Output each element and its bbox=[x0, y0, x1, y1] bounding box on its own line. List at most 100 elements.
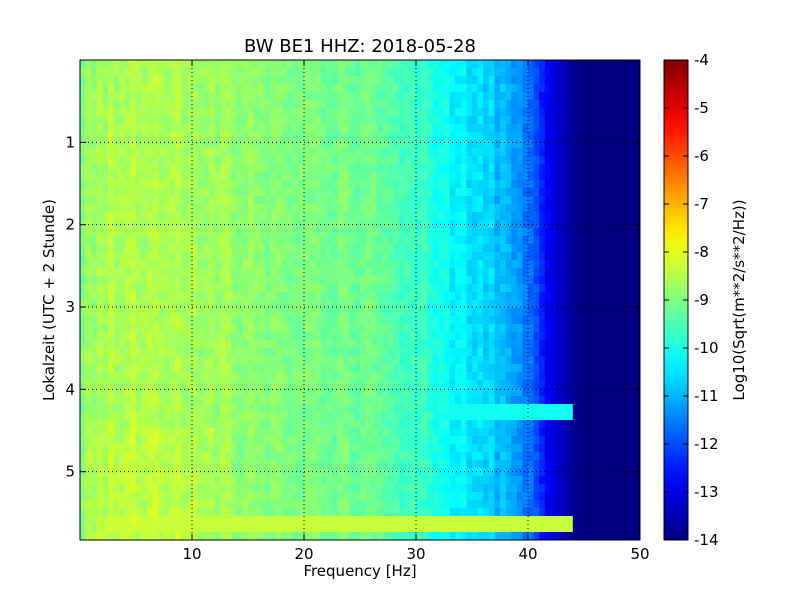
heatmap-cell bbox=[231, 396, 238, 405]
heatmap-cell bbox=[438, 324, 445, 333]
heatmap-cell bbox=[416, 100, 422, 109]
heatmap-cell bbox=[348, 172, 355, 181]
heatmap-cell bbox=[516, 124, 523, 133]
heatmap-cell bbox=[360, 340, 366, 349]
heatmap-cell bbox=[147, 220, 154, 229]
heatmap-cell bbox=[220, 308, 226, 317]
heatmap-cell bbox=[231, 364, 238, 373]
heatmap-cell bbox=[371, 132, 378, 141]
heatmap-cell bbox=[276, 196, 282, 205]
heatmap-cell bbox=[276, 132, 282, 141]
heatmap-cell bbox=[612, 260, 618, 269]
heatmap-cell bbox=[85, 388, 92, 397]
heatmap-cell bbox=[309, 180, 316, 189]
heatmap-cell bbox=[164, 260, 170, 269]
heatmap-cell bbox=[320, 364, 327, 373]
heatmap-cell bbox=[376, 212, 383, 221]
heatmap-cell bbox=[544, 228, 551, 237]
heatmap-cell bbox=[488, 356, 495, 365]
heatmap-cell bbox=[600, 212, 607, 221]
heatmap-cell bbox=[108, 300, 114, 309]
heatmap-cell bbox=[337, 444, 344, 453]
heatmap-cell bbox=[298, 292, 305, 301]
heatmap-cell bbox=[220, 388, 226, 397]
heatmap-cell bbox=[141, 60, 148, 69]
heatmap-cell bbox=[511, 404, 518, 413]
heatmap-cell bbox=[253, 164, 260, 173]
heatmap-cell bbox=[152, 268, 159, 277]
heatmap-cell bbox=[606, 188, 613, 197]
heatmap-cell bbox=[472, 332, 478, 341]
heatmap-cell bbox=[214, 420, 221, 429]
heatmap-cell bbox=[399, 100, 406, 109]
heatmap-cell bbox=[494, 396, 501, 405]
heatmap-cell bbox=[253, 444, 260, 453]
heatmap-cell bbox=[477, 140, 484, 149]
heatmap-cell bbox=[152, 76, 159, 85]
heatmap-cell bbox=[438, 308, 445, 317]
heatmap-cell bbox=[354, 276, 361, 285]
heatmap-cell bbox=[113, 196, 120, 205]
heatmap-cell bbox=[511, 196, 518, 205]
heatmap-cell bbox=[281, 332, 288, 341]
heatmap-cell bbox=[348, 100, 355, 109]
heatmap-cell bbox=[343, 204, 350, 213]
heatmap-cell bbox=[500, 452, 506, 461]
heatmap-cell bbox=[427, 276, 434, 285]
heatmap-cell bbox=[354, 388, 361, 397]
heatmap-cell bbox=[231, 84, 238, 93]
heatmap-cell bbox=[186, 356, 193, 365]
heatmap-cell bbox=[281, 452, 288, 461]
heatmap-cell bbox=[617, 452, 624, 461]
heatmap-cell bbox=[561, 116, 568, 125]
heatmap-cell bbox=[343, 188, 350, 197]
heatmap-cell bbox=[550, 316, 557, 325]
heatmap-cell bbox=[287, 396, 294, 405]
heatmap-cell bbox=[309, 164, 316, 173]
heatmap-cell bbox=[528, 260, 534, 269]
heatmap-cell bbox=[298, 420, 305, 429]
heatmap-cell bbox=[556, 252, 562, 261]
heatmap-cell bbox=[130, 132, 137, 141]
heatmap-cell bbox=[276, 324, 282, 333]
heatmap-cell bbox=[544, 132, 551, 141]
heatmap-cell bbox=[348, 428, 355, 437]
heatmap-cell bbox=[432, 420, 439, 429]
heatmap-cell bbox=[584, 212, 590, 221]
heatmap-cell bbox=[337, 348, 344, 357]
heatmap-cell bbox=[634, 348, 640, 357]
heatmap-cell bbox=[505, 132, 512, 141]
heatmap-cell bbox=[197, 388, 204, 397]
heatmap-cell bbox=[382, 388, 389, 397]
heatmap-cell bbox=[388, 140, 394, 149]
heatmap-cell bbox=[449, 260, 456, 269]
heatmap-cell bbox=[511, 212, 518, 221]
heatmap-cell bbox=[124, 60, 131, 69]
heatmap-cell bbox=[584, 140, 590, 149]
heatmap-cell bbox=[572, 404, 579, 413]
heatmap-cell bbox=[315, 284, 322, 293]
heatmap-cell bbox=[80, 276, 86, 285]
heatmap-cell bbox=[399, 92, 406, 101]
heatmap-cell bbox=[304, 428, 310, 437]
heatmap-cell bbox=[343, 348, 350, 357]
heatmap-cell bbox=[197, 324, 204, 333]
heatmap-cell bbox=[326, 356, 333, 365]
heatmap-cell bbox=[236, 140, 243, 149]
heatmap-cell bbox=[175, 156, 182, 165]
heatmap-cell bbox=[292, 412, 299, 421]
heatmap-cell bbox=[500, 156, 506, 165]
heatmap-cell bbox=[96, 388, 103, 397]
heatmap-cell bbox=[455, 332, 462, 341]
heatmap-cell bbox=[371, 388, 378, 397]
heatmap-cell bbox=[595, 412, 602, 421]
heatmap-cell bbox=[91, 356, 98, 365]
heatmap-cell bbox=[382, 380, 389, 389]
heatmap-cell bbox=[628, 276, 635, 285]
heatmap-cell bbox=[511, 356, 518, 365]
heatmap-cell bbox=[410, 204, 417, 213]
heatmap-cell bbox=[320, 308, 327, 317]
heatmap-cell bbox=[584, 68, 590, 77]
heatmap-cell bbox=[348, 356, 355, 365]
heatmap-cell bbox=[287, 268, 294, 277]
